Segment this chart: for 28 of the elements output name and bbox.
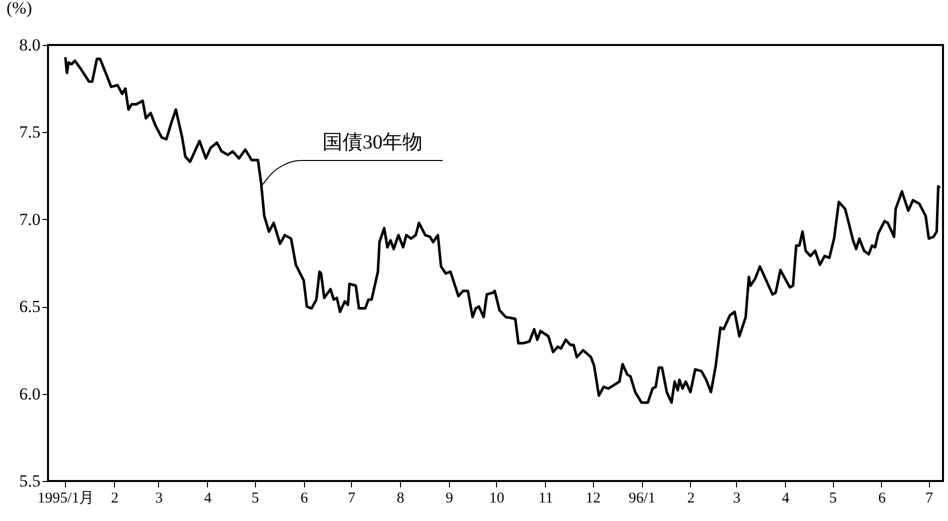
x-tick-label: 7 [348,490,356,506]
y-axis-title: (%) [6,0,32,18]
x-tick-label: 3 [732,490,740,506]
x-tick-label: 6 [300,490,308,506]
x-tick-label: 10 [489,490,504,506]
annotation: 国債30年物 [322,132,423,154]
x-tick-label: 6 [878,490,886,506]
x-tick-label: 3 [155,490,163,506]
x-tick-label: 7 [926,490,934,506]
x-tick-label: 2 [687,490,695,506]
x-tick-label: 5 [252,490,260,506]
y-tick-label: 5.5 [19,472,40,490]
y-tick-label: 7.5 [19,122,40,142]
x-tick-label: 9 [446,490,454,506]
x-tick-label: 5 [829,490,837,506]
y-tick-label: 6.5 [19,297,40,316]
x-tick-label: 4 [204,490,212,506]
x-tick-label: 8 [396,490,404,506]
x-tick-label: 1995/1月 [38,490,94,506]
x-tick-label: 2 [111,490,119,506]
x-tick-label: 4 [782,490,790,506]
x-tick-label: 11 [538,490,553,506]
y-tick-label: 7.0 [19,210,40,229]
y-tick-label: 8.0 [19,36,40,54]
y-tick-label: 6.0 [19,384,40,404]
line-series [64,56,942,404]
x-tick-label: 12 [586,490,601,506]
x-tick-label: 96/1 [628,490,656,506]
